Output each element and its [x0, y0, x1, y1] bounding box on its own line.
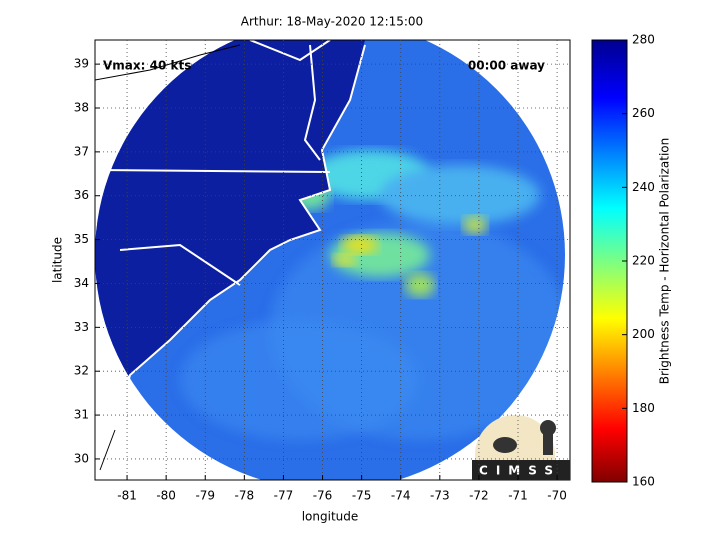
- annotation: 00:00 away: [468, 59, 545, 73]
- colorbar-tick-label: 240: [632, 180, 655, 194]
- y-tick-label: 31: [74, 408, 89, 422]
- y-tick-label: 36: [74, 188, 89, 202]
- plot-frame: [94, 39, 571, 481]
- y-tick-label: 37: [74, 144, 89, 158]
- x-tick-label: -77: [274, 489, 294, 503]
- colorbar-tick-label: 280: [632, 33, 655, 47]
- y-tick-label: 35: [74, 232, 89, 246]
- x-tick-label: -81: [117, 489, 137, 503]
- y-tick-label: 30: [74, 451, 89, 465]
- y-axis-label: latitude: [51, 237, 65, 283]
- x-tick-label: -73: [430, 489, 450, 503]
- x-tick-label: -70: [547, 489, 567, 503]
- x-tick-label: -79: [195, 489, 215, 503]
- colorbar-tick-label: 200: [632, 327, 655, 341]
- annotation: Vmax: 40 kts: [103, 59, 191, 73]
- x-tick-label: -71: [508, 489, 528, 503]
- logo: CIMSS: [472, 415, 570, 480]
- chart-title: Arthur: 18-May-2020 12:15:00: [241, 15, 423, 29]
- x-tick-label: -80: [156, 489, 176, 503]
- colorbar: [591, 39, 628, 483]
- x-tick-label: -72: [469, 489, 489, 503]
- y-tick-label: 34: [74, 276, 89, 290]
- x-tick-label: -74: [391, 489, 411, 503]
- colorbar-label: Brightness Temp - Horizontal Polarizatio…: [658, 138, 672, 385]
- logo-text: CIMSS: [479, 464, 561, 478]
- x-axis-label: longitude: [302, 510, 359, 524]
- y-tick-label: 39: [74, 57, 89, 71]
- x-tick-label: -75: [352, 489, 372, 503]
- y-tick-label: 38: [74, 100, 89, 114]
- colorbar-tick-label: 260: [632, 106, 655, 120]
- colorbar-tick-label: 220: [632, 254, 655, 268]
- x-tick-label: -78: [235, 489, 255, 503]
- y-tick-label: 32: [74, 364, 89, 378]
- x-tick-label: -76: [313, 489, 333, 503]
- y-tick-label: 33: [74, 320, 89, 334]
- colorbar-tick-label: 180: [632, 401, 655, 415]
- colorbar-tick-label: 160: [632, 475, 655, 489]
